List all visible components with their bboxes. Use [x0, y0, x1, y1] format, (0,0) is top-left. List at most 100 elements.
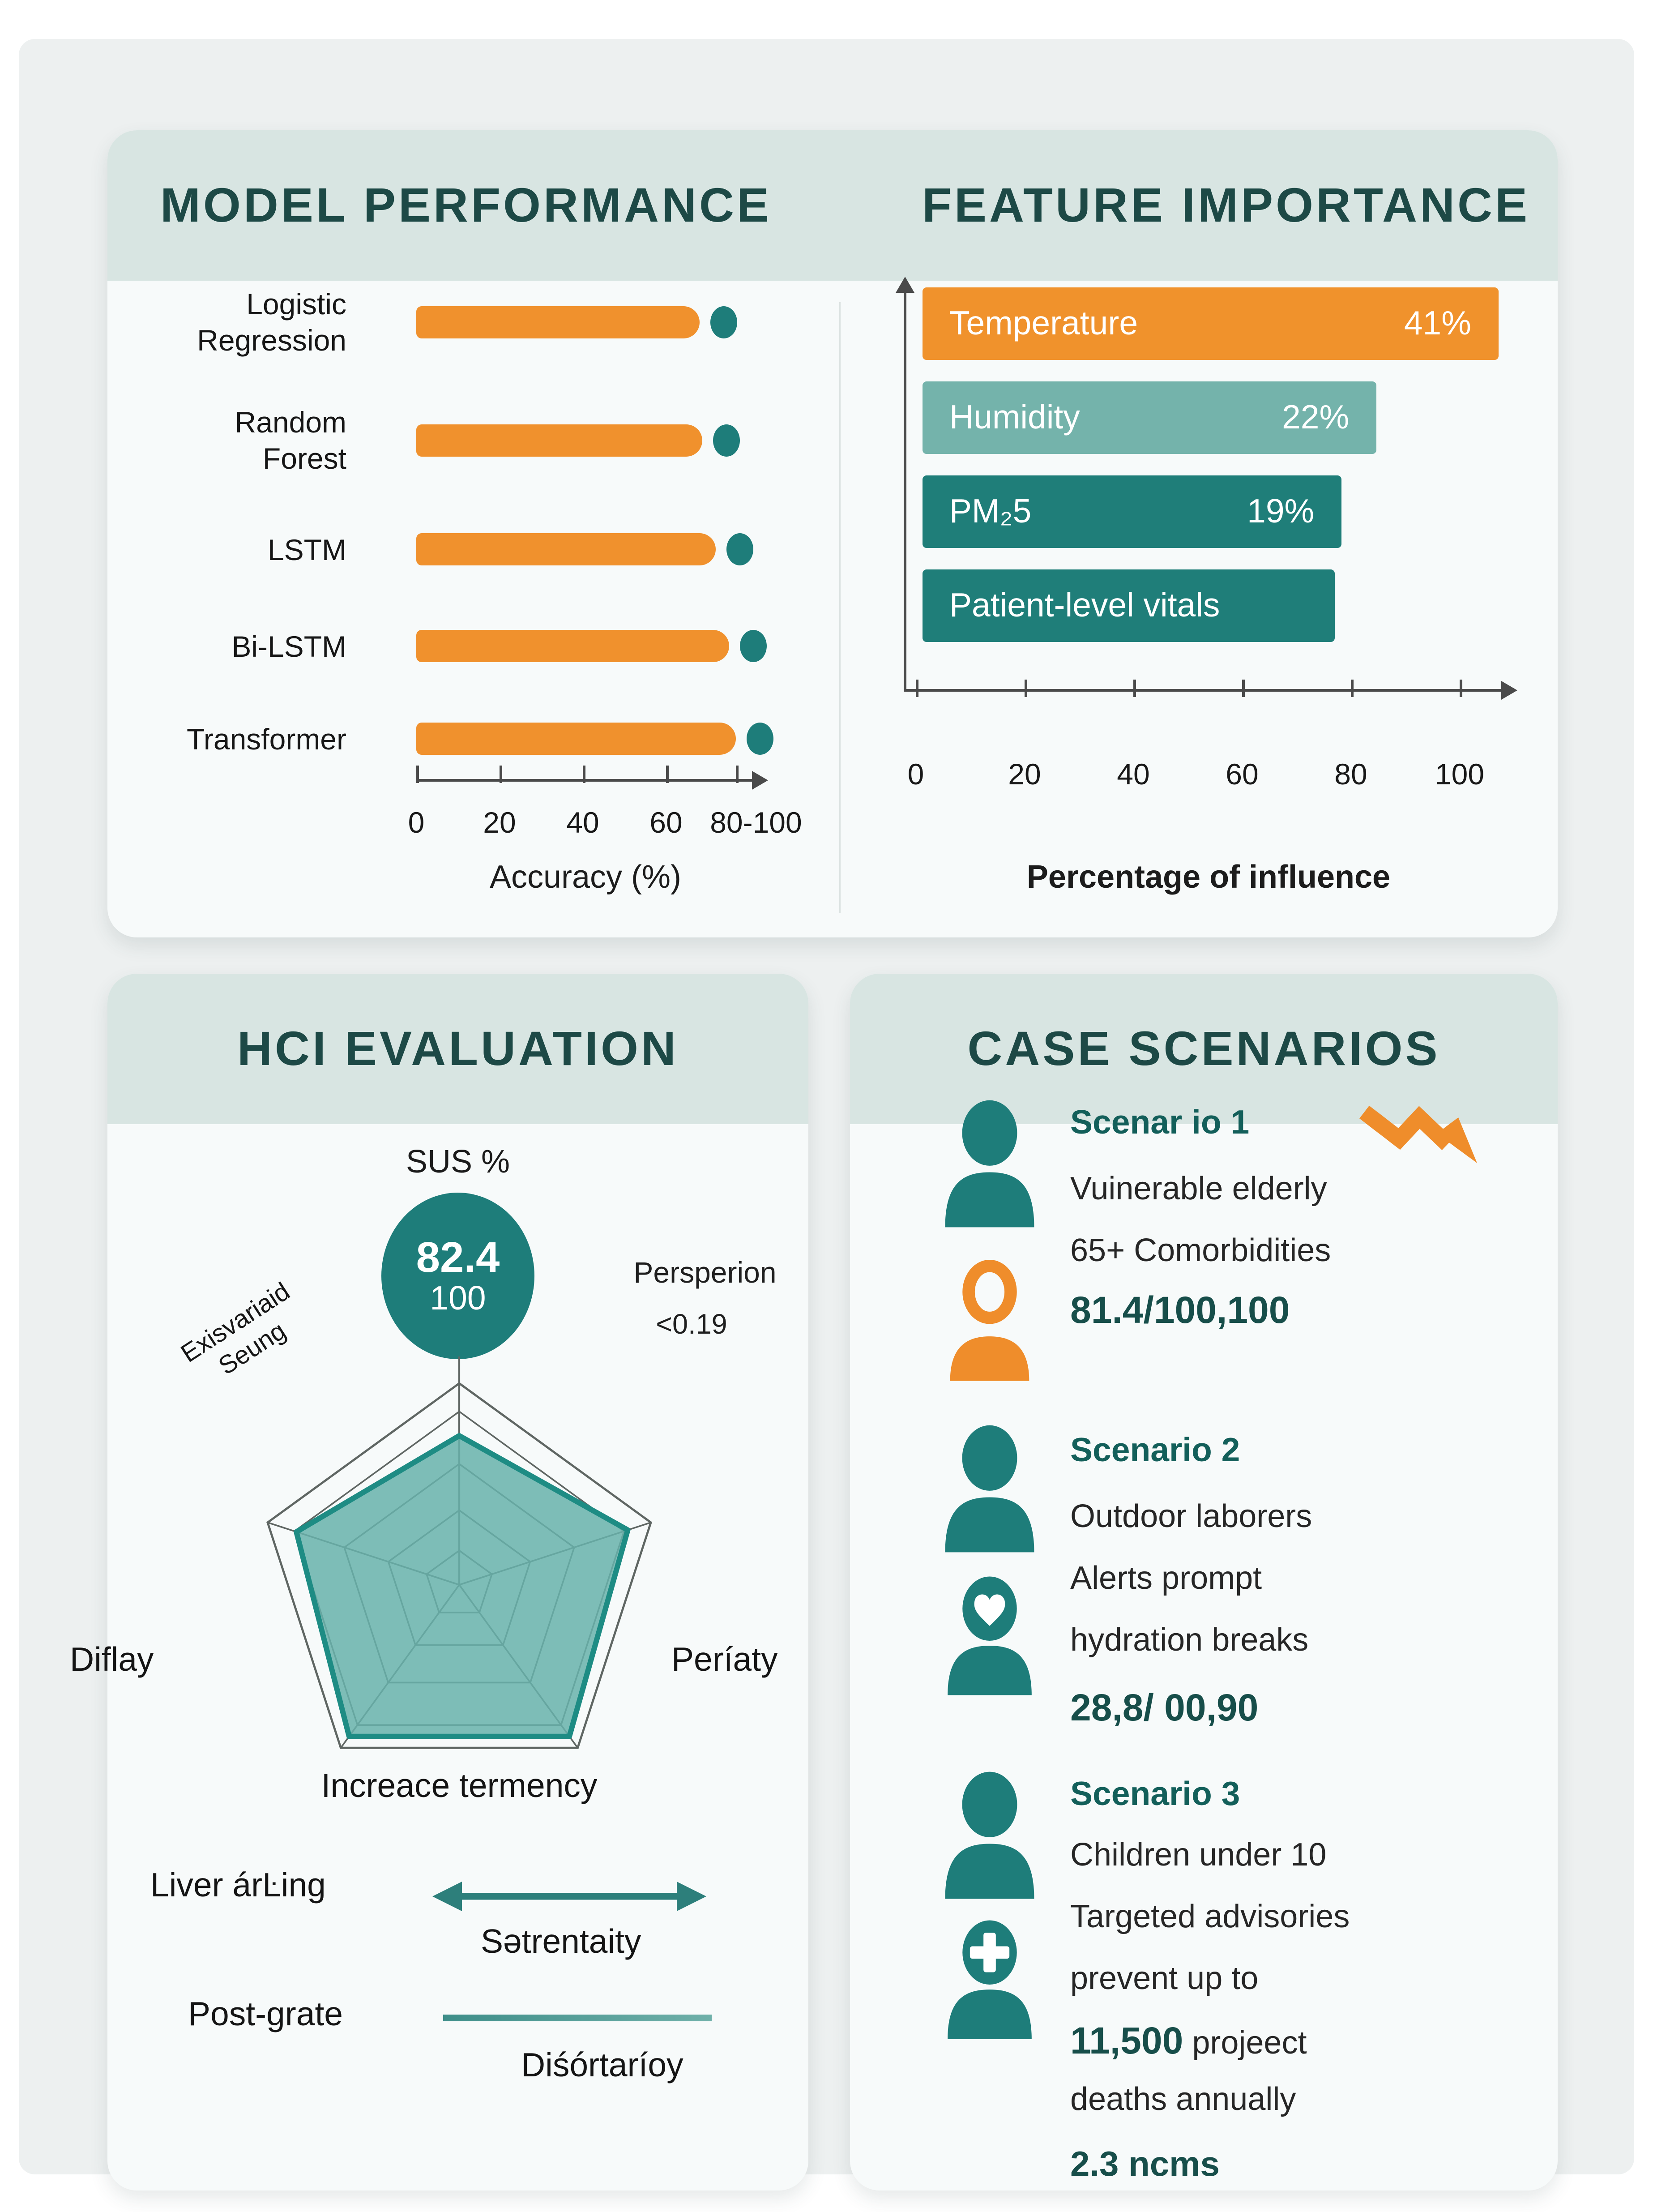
- feature-bar-label: PM₂5: [949, 492, 1032, 530]
- y-axis: [904, 293, 906, 692]
- scenario-text: Outdoor laborers: [1070, 1499, 1312, 1535]
- feature-bar-pct: 22%: [1282, 398, 1350, 436]
- scenario-text: Alerts prompt: [1070, 1561, 1262, 1597]
- bar-end-dot: [747, 723, 774, 755]
- scenario-text: deaths annually: [1070, 2082, 1296, 2118]
- accuracy-bar: [416, 723, 736, 755]
- top-panel-header: [107, 130, 1558, 281]
- axis-tick-label: 40: [566, 806, 599, 839]
- sus-label: SUS %: [406, 1144, 510, 1181]
- feature-bar-temperature: Temperature 41%: [923, 287, 1498, 360]
- accuracy-bar: [416, 630, 730, 662]
- legend-item-label: Liver árĿing: [150, 1867, 326, 1904]
- person-outline-icon: [950, 1260, 1029, 1381]
- hci-panel-header: [107, 974, 808, 1124]
- axis-tick: [1025, 680, 1027, 697]
- bar-end-dot: [713, 424, 740, 457]
- hci-title: HCI EVALUATION: [237, 1021, 679, 1076]
- axis-tick: [1133, 680, 1136, 697]
- axis-tick-label: 80: [1334, 757, 1367, 791]
- x-axis: [416, 779, 755, 782]
- model-label: Random Forest: [235, 406, 346, 475]
- axis-tick-label: 0: [408, 806, 425, 839]
- model-label: Logistic Regression: [197, 287, 346, 357]
- axis-tick: [916, 680, 918, 697]
- axis-tick-label: 40: [1117, 757, 1150, 791]
- radar-label-persperion: Persperion: [633, 1256, 777, 1289]
- panel-divider: [839, 302, 841, 913]
- sus-score-badge: 82.4 100: [381, 1193, 534, 1359]
- scenario-value-inline: 11,500: [1070, 2020, 1183, 2062]
- axis-tick: [1460, 680, 1462, 697]
- axis-tick-label: 60: [649, 806, 683, 839]
- sus-score-value: 82.4: [416, 1233, 500, 1281]
- feature-bar-pm25: PM₂5 19%: [923, 475, 1341, 548]
- cases-title: CASE SCENARIOS: [967, 1021, 1440, 1076]
- axis-tick-label: 100: [1435, 757, 1485, 791]
- model-performance-title: MODEL PERFORMANCE: [160, 177, 772, 232]
- scenario-title: Scenar io 1: [1070, 1104, 1250, 1142]
- axis-tick-label: 60: [1226, 757, 1259, 791]
- scenario-title: Scenario 3: [1070, 1776, 1240, 1813]
- legend-item-sublabel: Sətrentaity: [481, 1923, 641, 1961]
- feature-bar-humidity: Humidity 22%: [923, 381, 1376, 454]
- sus-score-denominator: 100: [430, 1280, 486, 1318]
- feature-bar-pct: 41%: [1404, 304, 1471, 342]
- bar-end-dot: [726, 533, 754, 565]
- radar-chart: [266, 1356, 652, 1749]
- radar-label-diflay: Diflay: [70, 1641, 154, 1679]
- feature-bar-label: Humidity: [949, 398, 1080, 436]
- y-axis-arrow-icon: [896, 277, 914, 293]
- scenario-text-inline: projeect: [1183, 2025, 1307, 2062]
- feature-bar-vitals: Patient-level vitals: [923, 569, 1336, 642]
- cases-panel-header: [850, 974, 1558, 1124]
- x-axis-caption: Percentage of influence: [1026, 860, 1391, 896]
- scenario-text: 11,500 projeect: [1070, 2020, 1307, 2063]
- radar-label-periaty: Períaty: [671, 1641, 778, 1679]
- axis-tick: [1242, 680, 1245, 697]
- scenario-value: 28,8/ 00,90: [1070, 1687, 1259, 1729]
- scenario-text: 65+ Comorbidities: [1070, 1233, 1331, 1269]
- axis-tick: [583, 766, 585, 783]
- axis-tick: [1351, 680, 1354, 697]
- axis-tick: [500, 766, 502, 783]
- scenario-text: Children under 10: [1070, 1837, 1327, 1874]
- axis-tick: [736, 766, 739, 783]
- axis-tick-label: 20: [1008, 757, 1041, 791]
- axis-tick-label: 80-100: [710, 806, 802, 839]
- scenario-value: 81.4/100,100: [1070, 1289, 1290, 1331]
- radar-label-persperion-value: <0.19: [656, 1309, 727, 1340]
- x-axis-arrow-icon: [752, 771, 768, 790]
- person-icon: [945, 1425, 1034, 1553]
- scenario-text: hydration breaks: [1070, 1622, 1309, 1659]
- feature-bar-pct: 19%: [1247, 492, 1315, 530]
- model-label: Transformer: [187, 723, 346, 756]
- radar-label-bottom: Increace termency: [321, 1767, 598, 1805]
- person-plus-icon: [948, 1920, 1032, 2039]
- scenario-text: Targeted advisories: [1070, 1899, 1350, 1935]
- feature-bar-label: Patient-level vitals: [949, 586, 1220, 624]
- feature-bar-label: Temperature: [949, 304, 1138, 342]
- accuracy-bar: [416, 306, 700, 338]
- x-axis-caption: Accuracy (%): [489, 860, 682, 896]
- axis-tick-label: 0: [907, 757, 924, 791]
- person-icon: [945, 1771, 1034, 1899]
- downtrend-zigzag-icon: [1359, 1105, 1477, 1163]
- accuracy-bar: [416, 424, 703, 457]
- axis-tick: [416, 766, 419, 783]
- bar-end-dot: [710, 306, 737, 338]
- scenario-text: prevent up to: [1070, 1961, 1259, 1997]
- feature-importance-title: FEATURE IMPORTANCE: [922, 177, 1530, 232]
- scenario-value: 2.3 ncms: [1070, 2144, 1220, 2184]
- axis-tick-label: 20: [483, 806, 516, 839]
- model-label: LSTM: [267, 533, 346, 567]
- x-axis-arrow-icon: [1501, 681, 1517, 700]
- legend-item-sublabel: Diśórtaríoy: [521, 2047, 683, 2084]
- scenario-text: Vuinerable elderly: [1070, 1171, 1327, 1207]
- person-icon: [945, 1100, 1034, 1228]
- person-heart-icon: [948, 1576, 1032, 1695]
- axis-tick: [666, 766, 669, 783]
- model-label: Bi-LSTM: [231, 630, 346, 663]
